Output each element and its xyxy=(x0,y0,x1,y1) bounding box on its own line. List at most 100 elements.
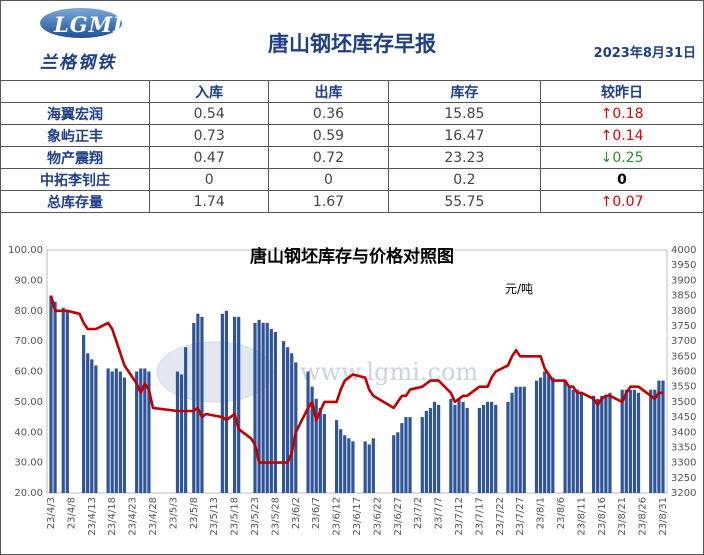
y2-tick-label: 3950 xyxy=(671,260,696,271)
cell-change: ↓0.25 xyxy=(540,146,704,169)
x-tick-label: 23/5/28 xyxy=(270,497,281,536)
cell-in: 0.47 xyxy=(148,146,270,169)
inventory-bar xyxy=(351,441,355,493)
page-title: 唐山钢坯库存早报 xyxy=(268,32,436,56)
cell-in: 0 xyxy=(148,168,270,191)
inventory-bar xyxy=(432,401,437,493)
inventory-bar xyxy=(518,386,522,493)
inventory-bar xyxy=(649,389,653,493)
x-tick-label: 23/6/7 xyxy=(311,497,322,529)
inventory-bar xyxy=(306,371,310,493)
inventory-bar xyxy=(363,441,367,493)
inventory-bar xyxy=(563,380,567,493)
y-tick-label: 20.00 xyxy=(14,488,43,499)
x-tick-label: 23/6/27 xyxy=(393,497,404,536)
y2-tick-label: 3750 xyxy=(671,321,696,332)
x-tick-label: 23/8/31 xyxy=(658,497,669,536)
x-tick-label: 23/7/27 xyxy=(515,497,526,536)
inventory-bar xyxy=(604,395,608,493)
inventory-bar xyxy=(624,389,628,493)
report-date: 2023年8月31日 xyxy=(593,46,696,61)
x-tick-label: 23/5/13 xyxy=(209,497,220,536)
inventory-bar xyxy=(90,359,94,493)
inventory-bar xyxy=(575,389,579,493)
y2-tick-label: 3700 xyxy=(671,336,696,347)
table-row: 象屿正丰 0.73 0.59 16.47 ↑0.14 xyxy=(0,124,704,147)
inventory-bar xyxy=(143,368,147,493)
inventory-bar xyxy=(257,319,261,493)
inventory-bar xyxy=(147,371,151,493)
table-row: 海翼宏润 0.54 0.36 15.85 ↑0.18 xyxy=(0,102,704,125)
inventory-bar xyxy=(522,386,526,493)
y-tick-label: 80.00 xyxy=(14,306,43,317)
table-header-row: 入库 出库 库存 较昨日 xyxy=(0,80,704,103)
inventory-bar xyxy=(400,423,404,493)
inventory-bar xyxy=(485,401,490,493)
cell-in: 0.54 xyxy=(148,102,270,125)
inventory-bar xyxy=(567,386,571,493)
inventory-bar xyxy=(86,353,90,493)
y2-tick-label: 3550 xyxy=(671,382,696,393)
row-name: 中拓李钊庄 xyxy=(0,168,150,191)
inventory-bar xyxy=(184,347,188,493)
x-tick-label: 23/7/12 xyxy=(454,497,465,536)
x-tick-label: 23/8/11 xyxy=(576,497,587,536)
cell-out: 1.67 xyxy=(268,190,389,213)
table-row: 总库存量 1.74 1.67 55.75 ↑0.07 xyxy=(0,190,704,213)
inventory-bar xyxy=(371,438,375,493)
inventory-bar xyxy=(653,389,657,493)
x-tick-label: 23/6/2 xyxy=(291,497,302,529)
inventory-bar xyxy=(543,371,547,493)
inventory-bar xyxy=(461,401,465,493)
x-tick-label: 23/4/13 xyxy=(87,497,98,536)
inventory-bar xyxy=(294,362,298,493)
inventory-bar xyxy=(224,310,229,493)
x-tick-label: 23/8/1 xyxy=(536,497,547,529)
inventory-bar xyxy=(122,377,127,493)
inventory-bar xyxy=(420,417,424,493)
inventory-bar xyxy=(118,371,122,493)
inventory-bar xyxy=(367,444,371,493)
x-tick-label: 23/6/17 xyxy=(352,497,363,536)
inventory-bar xyxy=(465,407,469,493)
inventory-bar xyxy=(179,374,184,493)
inventory-bar xyxy=(310,386,314,493)
watermark-text: www.lgmi.com xyxy=(300,358,478,386)
inventory-bar xyxy=(620,389,624,493)
y2-tick-label: 3400 xyxy=(671,427,696,438)
y-tick-label: 90.00 xyxy=(14,275,43,286)
x-tick-label: 23/4/28 xyxy=(148,497,159,536)
inventory-bar xyxy=(65,310,69,493)
row-name: 海翼宏润 xyxy=(0,102,150,125)
inventory-bar xyxy=(175,371,180,493)
column-header: 较昨日 xyxy=(540,80,704,103)
x-tick-label: 23/5/8 xyxy=(189,497,200,529)
inventory-bar xyxy=(237,316,241,493)
x-tick-label: 23/7/17 xyxy=(474,497,485,536)
y2-tick-label: 3850 xyxy=(671,291,696,302)
cell-out: 0.72 xyxy=(268,146,389,169)
cell-stock: 15.85 xyxy=(387,102,542,125)
inventory-bar xyxy=(657,380,661,493)
inventory-bar xyxy=(510,392,514,493)
inventory-bar xyxy=(600,395,604,493)
x-tick-label: 23/5/18 xyxy=(230,497,241,536)
x-tick-label: 23/4/23 xyxy=(128,497,139,536)
cell-change: ↑0.07 xyxy=(540,190,704,213)
inventory-bar xyxy=(114,368,118,493)
inventory-bar xyxy=(636,392,641,493)
cell-change: 0 xyxy=(540,168,704,191)
inventory-bar xyxy=(514,386,518,493)
inventory-bar xyxy=(437,404,441,493)
y2-tick-label: 3200 xyxy=(671,488,696,499)
y2-tick-label: 3500 xyxy=(671,397,696,408)
unit-label: 元/吨 xyxy=(505,282,534,296)
inventory-bar xyxy=(135,371,139,493)
inventory-bar xyxy=(281,341,286,493)
inventory-bar xyxy=(196,313,200,493)
inventory-bar xyxy=(457,398,461,493)
row-name: 总库存量 xyxy=(0,190,150,213)
inventory-bar xyxy=(347,438,351,493)
y-tick-label: 30.00 xyxy=(14,458,43,469)
table-row: 物产震翔 0.47 0.72 23.23 ↓0.25 xyxy=(0,146,704,169)
